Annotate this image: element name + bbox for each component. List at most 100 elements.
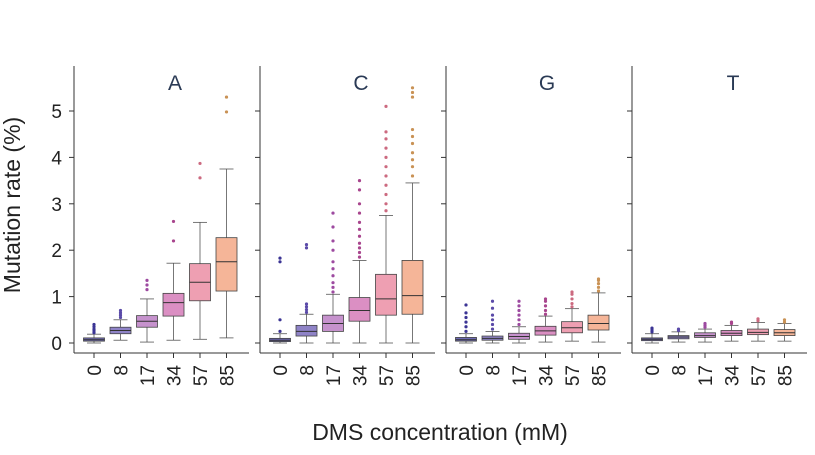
outlier-point xyxy=(331,225,335,229)
outlier-point xyxy=(331,260,335,264)
outlier-point xyxy=(543,312,548,316)
panel-title: T xyxy=(727,72,740,95)
outlier-point xyxy=(490,322,495,327)
outlier-point xyxy=(384,202,388,206)
panel-title: C xyxy=(353,72,368,95)
outlier-point xyxy=(384,137,388,141)
x-tick-label: 34 xyxy=(537,365,558,387)
outlier-point xyxy=(490,313,495,317)
outlier-point xyxy=(543,308,548,313)
outlier-point xyxy=(570,292,574,296)
outlier-point xyxy=(384,155,388,159)
box-57 xyxy=(747,317,769,342)
outlier-point xyxy=(331,267,335,271)
y-tick-label: 0 xyxy=(51,334,62,355)
box-8 xyxy=(109,308,132,341)
outlier-point xyxy=(410,141,415,146)
outlier-point xyxy=(357,220,362,224)
outlier-point xyxy=(517,308,521,313)
outlier-point xyxy=(490,299,495,303)
outlier-point xyxy=(278,329,282,333)
panel-title: A xyxy=(168,72,182,95)
outlier-point xyxy=(198,176,202,180)
outlier-point xyxy=(357,227,362,231)
outlier-point xyxy=(464,329,468,333)
box-34 xyxy=(348,179,371,344)
box-34 xyxy=(162,219,185,341)
box-17 xyxy=(136,278,158,343)
x-tick-label: 85 xyxy=(776,365,797,386)
x-tick-label: 8 xyxy=(298,365,319,376)
box-0 xyxy=(455,303,477,344)
box-85 xyxy=(215,95,238,339)
box-85 xyxy=(587,277,610,343)
outlier-point xyxy=(464,303,468,307)
outlier-point xyxy=(357,250,362,255)
outlier-point xyxy=(92,327,96,331)
outlier-point xyxy=(410,127,415,132)
outlier-point xyxy=(570,301,574,306)
outlier-point xyxy=(92,325,96,329)
x-tick-label: 17 xyxy=(696,365,717,386)
iqr-box xyxy=(348,297,371,322)
outlier-point xyxy=(331,274,335,278)
outlier-point xyxy=(596,282,601,286)
outlier-point xyxy=(92,322,96,327)
outlier-point xyxy=(331,248,335,252)
outlier-point xyxy=(596,289,601,293)
box-8 xyxy=(295,243,318,344)
x-tick-label: 0 xyxy=(271,365,292,376)
panel-g: G 0 8 17 34 57 85 xyxy=(441,66,621,386)
outlier-point xyxy=(729,320,734,324)
outlier-point xyxy=(517,322,521,327)
x-tick-label: 17 xyxy=(510,365,531,386)
panel-t: T 0 8 17 34 57 85 xyxy=(627,66,807,386)
x-tick-label: 85 xyxy=(404,365,425,386)
box-85 xyxy=(401,86,424,344)
outlier-point xyxy=(304,246,309,250)
x-tick-label: 34 xyxy=(723,365,744,387)
outlier-point xyxy=(517,313,521,317)
outlier-point xyxy=(384,104,388,108)
outlier-point xyxy=(464,325,468,329)
y-tick-label: 4 xyxy=(51,148,62,169)
y-tick-label: 2 xyxy=(51,241,62,262)
outlier-point xyxy=(596,285,601,289)
outlier-point xyxy=(278,256,282,260)
x-tick-label: 0 xyxy=(457,365,478,376)
x-tick-label: 34 xyxy=(165,365,186,387)
box-17 xyxy=(508,299,530,344)
outlier-point xyxy=(384,192,388,197)
outlier-point xyxy=(464,315,468,320)
outlier-point xyxy=(782,318,787,322)
outlier-point xyxy=(384,146,388,150)
box-0 xyxy=(641,326,663,344)
y-axis-title: Mutation rate (%) xyxy=(0,117,25,293)
outlier-point xyxy=(384,183,388,187)
outlier-point xyxy=(278,318,282,322)
outlier-point xyxy=(650,326,654,330)
x-tick-label: 57 xyxy=(377,365,398,386)
outlier-point xyxy=(118,311,123,315)
box-8 xyxy=(667,327,690,343)
box-57 xyxy=(189,161,211,340)
outlier-point xyxy=(304,305,309,309)
outlier-point xyxy=(570,305,574,309)
box-34 xyxy=(534,297,557,343)
outlier-point xyxy=(464,311,468,315)
outlier-point xyxy=(384,174,388,178)
outlier-point xyxy=(490,318,495,322)
x-tick-label: 0 xyxy=(85,365,106,376)
x-tick-label: 85 xyxy=(218,365,239,386)
x-tick-label: 8 xyxy=(484,365,505,376)
outlier-point xyxy=(331,281,335,285)
box-34 xyxy=(720,320,743,342)
outlier-point xyxy=(304,243,309,247)
outlier-point xyxy=(490,306,495,310)
outlier-point xyxy=(410,134,415,139)
outlier-point xyxy=(517,299,521,303)
outlier-point xyxy=(410,165,415,169)
outlier-point xyxy=(145,288,149,292)
